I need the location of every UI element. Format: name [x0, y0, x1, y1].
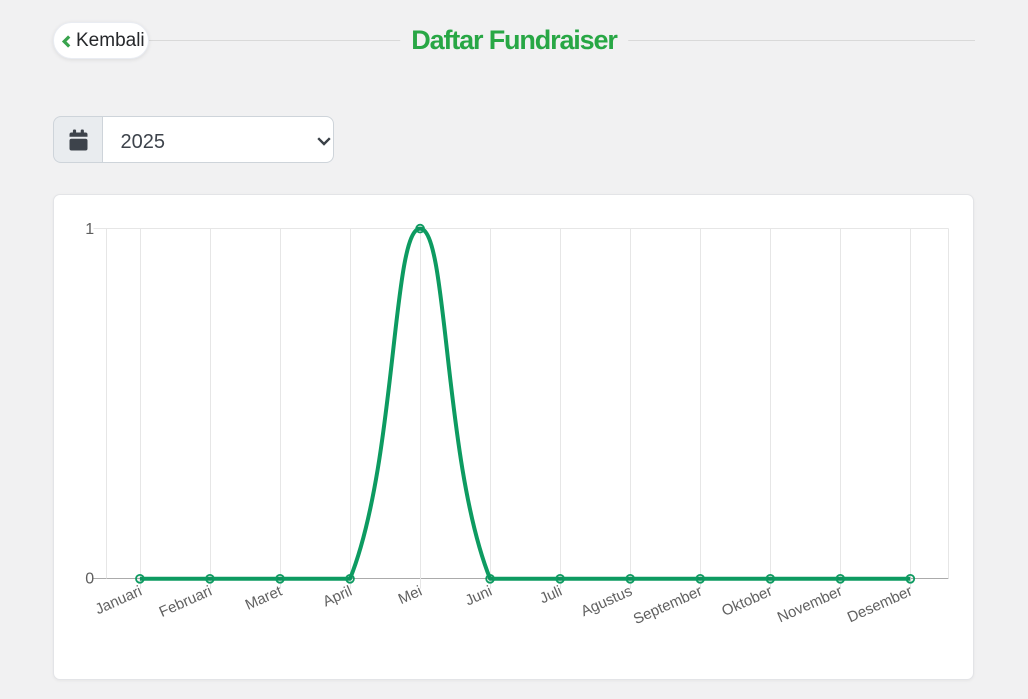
svg-text:Agustus: Agustus — [578, 583, 634, 621]
svg-text:September: September — [631, 583, 705, 628]
svg-text:Desember: Desember — [845, 583, 915, 627]
svg-text:1: 1 — [85, 221, 94, 238]
svg-text:Januari: Januari — [93, 583, 145, 619]
svg-text:Maret: Maret — [243, 582, 286, 613]
svg-text:Februari: Februari — [157, 583, 215, 621]
svg-text:November: November — [775, 583, 845, 627]
svg-text:Oktober: Oktober — [719, 583, 775, 620]
svg-text:April: April — [320, 583, 354, 611]
svg-text:Juni: Juni — [463, 583, 495, 610]
svg-text:0: 0 — [85, 571, 94, 588]
